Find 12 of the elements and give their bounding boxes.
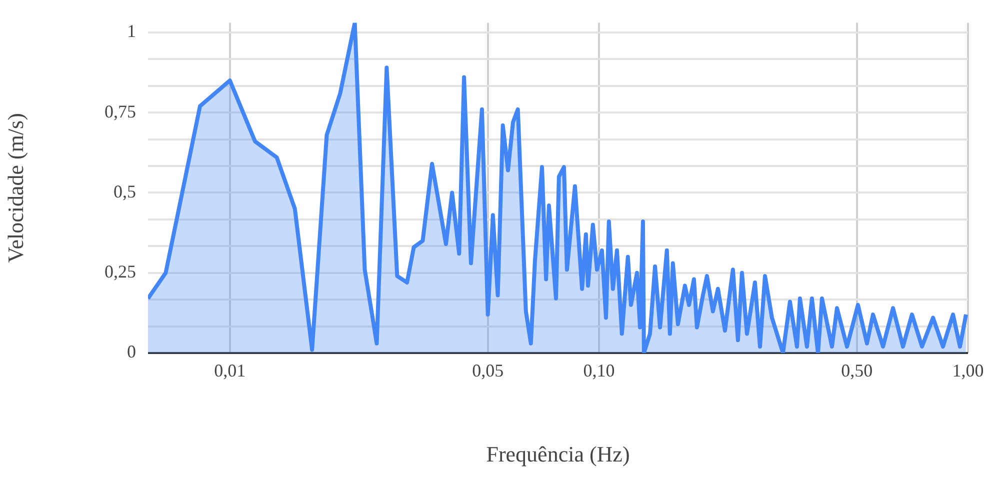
x-tick-label: 0,05 — [472, 360, 504, 381]
x-tick-label: 0,50 — [841, 360, 873, 381]
y-tick-label: 0 — [127, 342, 136, 362]
x-tick-label: 0,10 — [583, 360, 615, 381]
y-tick-label: 0,75 — [104, 101, 136, 122]
y-axis-title: Velocidade (m/s) — [2, 113, 28, 263]
x-axis-title: Frequência (Hz) — [486, 442, 630, 467]
x-tick-label: 0,01 — [214, 360, 246, 381]
y-tick-label: 0,5 — [114, 181, 136, 202]
x-tick-label: 1,00 — [952, 360, 984, 381]
y-tick-label: 1 — [127, 21, 136, 42]
y-tick-label: 0,25 — [104, 262, 136, 282]
